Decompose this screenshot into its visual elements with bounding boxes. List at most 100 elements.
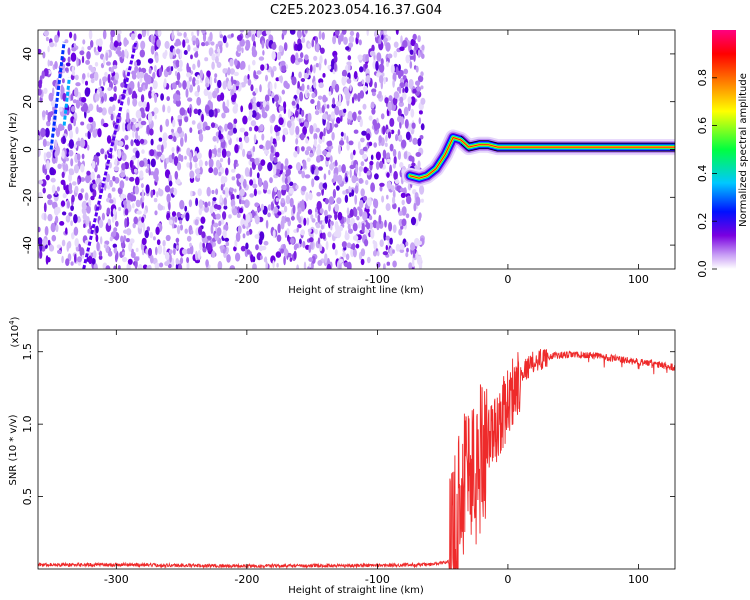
noise-speckle (80, 188, 85, 194)
noise-speckle (135, 130, 139, 140)
noise-speckle (370, 182, 375, 193)
noise-speckle (68, 139, 74, 149)
noise-speckle (401, 139, 407, 149)
noise-speckle (389, 117, 395, 127)
noise-speckle (392, 196, 396, 205)
noise-speckle (154, 174, 159, 183)
noise-speckle (283, 42, 288, 52)
noise-speckle (322, 232, 326, 240)
noise-speckle (333, 62, 337, 72)
noise-speckle (416, 86, 422, 92)
noise-speckle (275, 197, 279, 202)
noise-speckle (209, 76, 213, 86)
noise-speckle (328, 169, 331, 176)
noise-speckle (309, 124, 314, 135)
noise-speckle (185, 39, 190, 44)
noise-speckle (395, 66, 399, 76)
noise-speckle (315, 127, 321, 133)
noise-speckle (332, 242, 336, 250)
noise-speckle (126, 228, 132, 236)
noise-speckle (348, 186, 351, 193)
noise-speckle (272, 229, 276, 239)
noise-speckle (92, 183, 97, 190)
noise-speckle (162, 132, 168, 142)
noise-speckle (307, 266, 310, 269)
noise-speckle (285, 82, 290, 90)
noise-speckle (373, 250, 377, 257)
noise-streak (82, 41, 138, 269)
noise-speckle (254, 87, 258, 94)
noise-speckle (231, 94, 236, 103)
noise-speckle (189, 170, 195, 179)
noise-speckle (407, 96, 412, 105)
noise-speckle (287, 108, 291, 119)
noise-speckle (338, 109, 343, 117)
noise-speckle (68, 182, 73, 193)
noise-speckle (278, 105, 284, 111)
noise-speckle (180, 60, 183, 67)
noise-speckle (216, 152, 222, 158)
noise-speckle (248, 109, 253, 117)
noise-speckle (339, 225, 344, 232)
noise-speckle (316, 191, 322, 197)
noise-speckle (264, 63, 268, 70)
noise-speckle (278, 75, 284, 82)
noise-speckle (84, 192, 89, 201)
spectrogram-xtick-label: 100 (628, 273, 649, 286)
noise-speckle (256, 172, 260, 179)
noise-speckle (223, 197, 227, 207)
noise-speckle (160, 93, 165, 101)
noise-speckle (375, 151, 381, 161)
noise-speckle (46, 160, 50, 170)
noise-speckle (245, 242, 249, 250)
noise-speckle (178, 153, 182, 162)
noise-speckle (184, 116, 189, 123)
noise-speckle (303, 217, 307, 226)
noise-speckle (123, 235, 127, 242)
noise-speckle (315, 36, 318, 45)
noise-speckle (365, 179, 369, 186)
noise-speckle (302, 159, 307, 169)
noise-speckle (341, 76, 347, 86)
noise-speckle (404, 119, 409, 129)
noise-speckle (357, 141, 361, 151)
noise-speckle (74, 185, 79, 193)
noise-speckle (306, 92, 310, 98)
noise-speckle (271, 189, 275, 200)
noise-speckle (379, 239, 384, 247)
noise-speckle (217, 260, 223, 269)
noise-speckle (221, 148, 227, 158)
noise-speckle (342, 190, 347, 195)
noise-speckle (97, 38, 103, 47)
noise-speckle (124, 48, 128, 58)
noise-speckle (227, 122, 233, 130)
noise-speckle (248, 102, 253, 111)
noise-speckle (234, 188, 237, 193)
noise-speckle (416, 255, 423, 266)
noise-speckle (73, 164, 80, 174)
noise-speckle (352, 111, 357, 122)
noise-speckle (222, 231, 227, 236)
noise-speckle (389, 164, 392, 174)
noise-speckle (176, 162, 182, 171)
noise-speckle (135, 109, 142, 119)
noise-speckle (398, 228, 403, 236)
noise-speckle (329, 163, 335, 170)
noise-speckle (175, 94, 181, 102)
noise-speckle (198, 207, 202, 216)
noise-speckle (225, 42, 229, 48)
noise-speckle (267, 212, 271, 218)
noise-speckle (177, 67, 183, 72)
noise-speckle (249, 157, 255, 162)
noise-speckle (307, 228, 312, 233)
noise-speckle (355, 243, 360, 249)
noise-speckle (193, 108, 199, 115)
noise-speckle (338, 144, 341, 155)
noise-speckle (44, 226, 49, 236)
noise-speckle (334, 30, 340, 36)
noise-speckle (398, 85, 402, 94)
noise-speckle (236, 213, 241, 219)
noise-speckle (137, 33, 142, 40)
noise-speckle (280, 197, 285, 204)
noise-speckle (293, 151, 298, 158)
